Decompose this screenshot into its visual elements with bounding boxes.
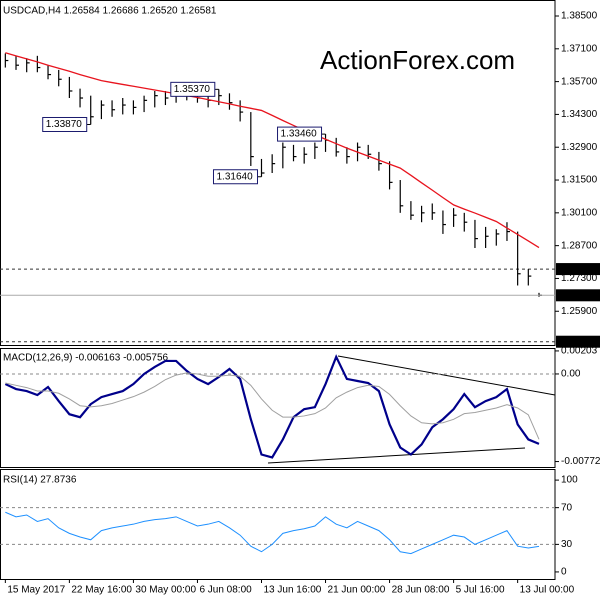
macd-title: MACD(12,26,9) -0.006163 -0.005756 — [3, 353, 169, 364]
annotation-label: 1.33460 — [281, 129, 318, 140]
x-tick-label: 15 May 2017 — [7, 585, 65, 596]
y-tick-label: 1.30100 — [561, 207, 598, 218]
series-line — [4, 354, 540, 459]
annotation-box — [42, 116, 88, 132]
y-tick-label: 1.38500 — [561, 11, 598, 22]
y-tick-label: 30 — [561, 539, 573, 550]
y-tick-label: 1.37100 — [561, 43, 598, 54]
annotation-box — [212, 169, 258, 185]
y-tick-label: 1.35700 — [561, 76, 598, 87]
annotation-box — [170, 81, 216, 97]
panel-border — [0, 348, 556, 468]
x-tick-label: 21 Jun 00:00 — [328, 585, 386, 596]
y-tick-label: 0.00203 — [561, 346, 598, 357]
level-label-box — [556, 263, 600, 276]
series-line — [5, 511, 540, 555]
y-tick-label: 1.25900 — [561, 306, 598, 317]
y-tick-label: 1.27300 — [561, 273, 598, 284]
level-label: 1.27700 — [559, 264, 596, 275]
level-label: 1.24600 — [559, 336, 596, 347]
trend-line — [337, 355, 556, 396]
y-tick-label: 1.34300 — [561, 109, 598, 120]
y-tick-label: 70 — [561, 502, 573, 513]
x-tick-label: 22 May 16:00 — [71, 585, 132, 596]
trend-line — [267, 447, 526, 464]
rsi-title: RSI(14) 27.8736 — [3, 475, 77, 486]
y-tick-label: 1.31500 — [561, 175, 598, 186]
y-tick-label: 0 — [561, 567, 567, 578]
x-tick-label: 28 Jun 08:00 — [392, 585, 450, 596]
last-price-box — [556, 289, 600, 302]
x-tick-label: 5 Jul 16:00 — [456, 585, 505, 596]
chart-title: USDCAD,H4 1.26584 1.26686 1.26520 1.2658… — [3, 6, 217, 17]
y-tick-label: 100 — [561, 475, 578, 486]
y-tick-label: 1.32900 — [561, 142, 598, 153]
annotation-box — [277, 126, 323, 142]
x-tick-label: 30 May 00:00 — [135, 585, 196, 596]
annotation-label: 1.33870 — [46, 119, 83, 130]
annotation-label: 1.35370 — [174, 84, 211, 95]
watermark: ActionForex.com — [320, 45, 515, 75]
level-label-box — [556, 335, 600, 348]
y-tick-label: 1.28700 — [561, 240, 598, 251]
last-price-label: 1.26581 — [559, 290, 596, 301]
x-tick-label: 13 Jun 16:00 — [263, 585, 321, 596]
panel-border — [0, 469, 556, 580]
moving-average — [5, 52, 540, 249]
y-tick-label: -0.00772 — [561, 456, 600, 467]
x-tick-label: 13 Jul 00:00 — [520, 585, 575, 596]
series-line — [5, 372, 540, 440]
x-tick-label: 6 Jun 08:00 — [199, 585, 252, 596]
annotation-label: 1.31640 — [216, 171, 253, 182]
y-tick-label: 0.00 — [561, 369, 581, 380]
panel-border — [0, 0, 556, 346]
